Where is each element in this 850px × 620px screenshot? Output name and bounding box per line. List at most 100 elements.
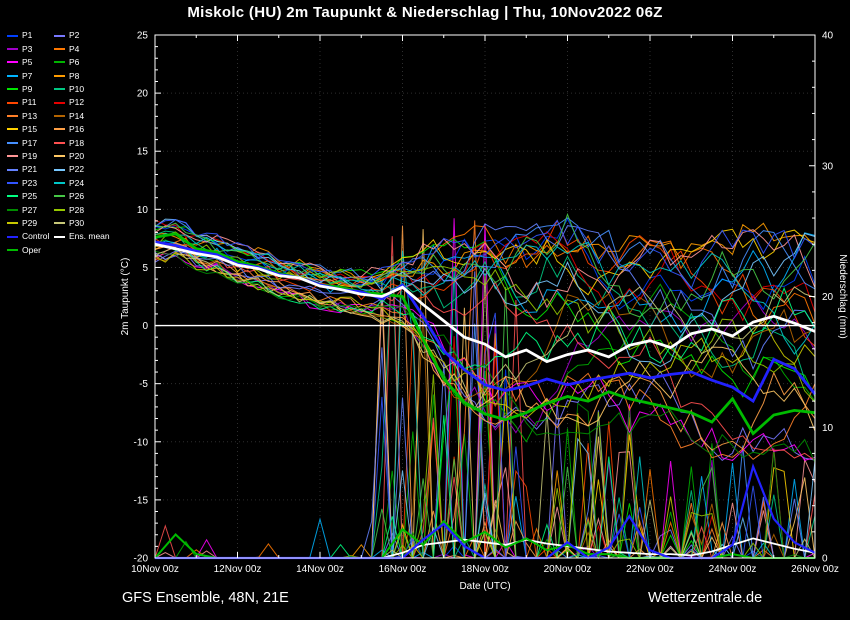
member-dewpoint-line — [154, 222, 816, 285]
legend-swatch — [7, 195, 18, 198]
legend-label: Ens. mean — [69, 231, 110, 242]
legend-swatch — [7, 168, 18, 171]
legend-swatch — [54, 141, 65, 144]
legend-item-p23: P23 — [7, 176, 54, 189]
legend-item-ens-mean: Ens. mean — [54, 230, 110, 243]
chart-title: Miskolc (HU) 2m Taupunkt & Niederschlag … — [187, 4, 663, 21]
member-dewpoint-line — [154, 231, 816, 403]
legend-swatch — [54, 222, 65, 225]
y-left-tick-label: 15 — [137, 147, 149, 158]
legend-item-p1: P1 — [7, 29, 54, 42]
legend-item-p18: P18 — [54, 136, 102, 149]
legend-label: P14 — [69, 110, 85, 121]
x-tick-label: 16Nov 00z — [379, 564, 427, 575]
legend-swatch — [7, 248, 18, 251]
legend-swatch — [54, 208, 65, 211]
legend-item-p24: P24 — [54, 176, 102, 189]
y-right-tick-label: 40 — [822, 31, 834, 42]
legend-label: P17 — [22, 137, 38, 148]
y-right-tick-label: 0 — [822, 554, 828, 565]
member-dewpoint-line — [154, 239, 816, 443]
legend-label: P11 — [22, 97, 37, 108]
x-tick-label: 10Nov 00z — [131, 564, 179, 575]
legend-item-p15: P15 — [7, 123, 54, 136]
legend-label: P2 — [69, 30, 80, 41]
member-dewpoint-line — [154, 246, 816, 410]
legend-swatch — [54, 128, 65, 131]
legend-swatch — [54, 181, 65, 184]
y-left-tick-label: -5 — [139, 379, 148, 390]
legend-item-p4: P4 — [54, 42, 102, 55]
legend-label: P25 — [22, 191, 38, 202]
site-credit: Wetterzentrale.de — [648, 590, 763, 606]
legend-label: P23 — [22, 177, 38, 188]
y-left-axis-title: 2m Taupunkt (°C) — [120, 258, 131, 336]
member-dewpoint-line — [154, 212, 816, 318]
legend-label: Oper — [22, 244, 41, 255]
legend-swatch — [7, 181, 18, 184]
legend-swatch — [54, 48, 65, 51]
legend-item-oper: Oper — [7, 243, 54, 256]
legend-item-p8: P8 — [54, 69, 102, 82]
legend-swatch — [7, 61, 18, 64]
legend-swatch — [7, 222, 18, 225]
y-right-axis-title: Niederschlag (mm) — [837, 254, 848, 338]
legend-item-p16: P16 — [54, 123, 102, 136]
y-left-tick-label: 0 — [142, 321, 148, 332]
legend-swatch — [54, 61, 65, 64]
y-right-tick-label: 10 — [822, 423, 834, 434]
legend-swatch — [7, 48, 18, 51]
legend-item-p9: P9 — [7, 83, 54, 96]
legend-item-p17: P17 — [7, 136, 54, 149]
legend-label: P16 — [69, 124, 85, 135]
legend-label: P13 — [22, 110, 38, 121]
legend-swatch — [7, 155, 18, 158]
legend-label: P6 — [69, 57, 80, 68]
ens-mean-dewpoint-line — [154, 242, 816, 364]
legend-label: P20 — [69, 150, 85, 161]
legend-swatch — [54, 168, 65, 171]
legend-swatch — [54, 88, 65, 91]
legend-item-p30: P30 — [54, 216, 102, 229]
legend-swatch — [54, 155, 65, 158]
legend-item-p7: P7 — [7, 69, 54, 82]
member-dewpoint-line — [154, 225, 816, 327]
model-run-label: GFS Ensemble, 48N, 21E — [122, 590, 289, 606]
legend-label: P4 — [69, 43, 80, 54]
member-dewpoint-line — [154, 250, 816, 463]
legend-item-p11: P11 — [7, 96, 54, 109]
legend-item-p10: P10 — [54, 83, 102, 96]
legend-swatch — [7, 88, 18, 91]
member-dewpoint-line — [154, 252, 816, 408]
legend-item-p26: P26 — [54, 190, 102, 203]
legend-label: P10 — [69, 84, 85, 94]
legend-label: P5 — [22, 57, 33, 68]
y-left-tick-label: 5 — [142, 263, 148, 274]
legend-item-p5: P5 — [7, 56, 54, 69]
legend-label: P9 — [22, 84, 33, 94]
legend-label: P30 — [69, 217, 85, 228]
member-dewpoint-line — [154, 217, 816, 299]
y-left-tick-label: 25 — [137, 31, 149, 42]
legend-item-p6: P6 — [54, 56, 102, 69]
y-left-tick-label: 10 — [137, 205, 149, 216]
x-tick-label: 14Nov 00z — [296, 564, 344, 575]
legend-item-p13: P13 — [7, 109, 54, 122]
x-tick-label: 22Nov 00z — [626, 564, 674, 575]
legend-swatch — [7, 208, 18, 211]
legend-item-p25: P25 — [7, 190, 54, 203]
legend-label: P24 — [69, 177, 85, 188]
legend-item-p19: P19 — [7, 150, 54, 163]
legend-item-p12: P12 — [54, 96, 102, 109]
y-left-tick-label: 20 — [137, 89, 149, 100]
legend-swatch — [7, 34, 18, 37]
x-tick-label: 18Nov 00z — [461, 564, 509, 575]
legend-swatch — [7, 128, 18, 131]
legend-label: P29 — [22, 217, 38, 228]
legend-label: P3 — [22, 43, 33, 54]
y-left-tick-label: -20 — [134, 554, 149, 565]
legend-label: P26 — [69, 191, 85, 202]
member-dewpoint-line — [154, 232, 816, 334]
legend-label: P8 — [69, 70, 80, 81]
